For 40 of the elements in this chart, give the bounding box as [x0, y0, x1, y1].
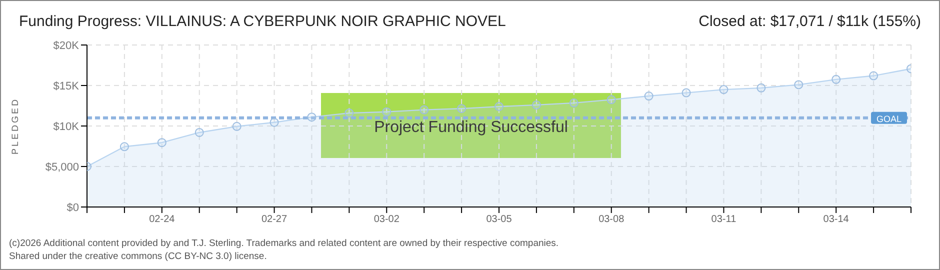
- point: [569, 98, 578, 108]
- point: [232, 122, 242, 131]
- ref-line-label: GOAL: [876, 114, 902, 124]
- text: (c)2026 Additional content provided by and T.J. Sterling. Trademarks and related content are owned by their respective companies.: [9, 237, 559, 250]
- y-tick-label: $15K: [53, 80, 80, 92]
- x-tick-label: 03-02: [374, 214, 400, 226]
- annotation: Project Funding Successful: [374, 118, 568, 136]
- x-tick-label: 02-27: [261, 214, 288, 226]
- point: [194, 128, 204, 137]
- x-tick-label: 03-08: [598, 214, 625, 226]
- point: [832, 74, 841, 84]
- y-tick-label: $20K: [53, 40, 80, 52]
- point: [344, 108, 354, 118]
- point: [606, 95, 616, 104]
- y-tick-label: $0: [66, 202, 79, 214]
- x-tick-label: 03-11: [711, 214, 737, 226]
- point: [719, 85, 728, 94]
- chart-subtitle: Closed at: $17,071 / $11k (155%): [698, 13, 921, 30]
- point: [270, 118, 279, 127]
- y-axis-title: PLEDGED: [10, 97, 20, 155]
- point: [382, 107, 392, 116]
- y-tick-label: $5,000: [45, 161, 79, 174]
- point: [532, 100, 541, 110]
- point: [120, 142, 129, 152]
- chart-title: Funding Progress: VILLAINUS: A CYBERPUNK NOIR GRAPHIC NOVEL: [19, 13, 506, 30]
- point: [644, 92, 654, 101]
- x-tick-label: 02-24: [149, 214, 176, 226]
- point: [794, 80, 804, 90]
- x-tick-label: 03-14: [823, 214, 850, 226]
- point: [756, 83, 766, 92]
- point: [682, 88, 691, 98]
- point: [307, 112, 316, 122]
- text: Shared under the creative commons (CC BY-NC 3.0) license.: [9, 250, 268, 263]
- point: [494, 102, 504, 112]
- y-tick-label: $10K: [53, 120, 80, 133]
- point: [869, 71, 878, 80]
- point: [457, 104, 466, 114]
- point: [420, 105, 429, 114]
- point: [157, 138, 166, 148]
- x-tick-label: 03-05: [486, 214, 512, 226]
